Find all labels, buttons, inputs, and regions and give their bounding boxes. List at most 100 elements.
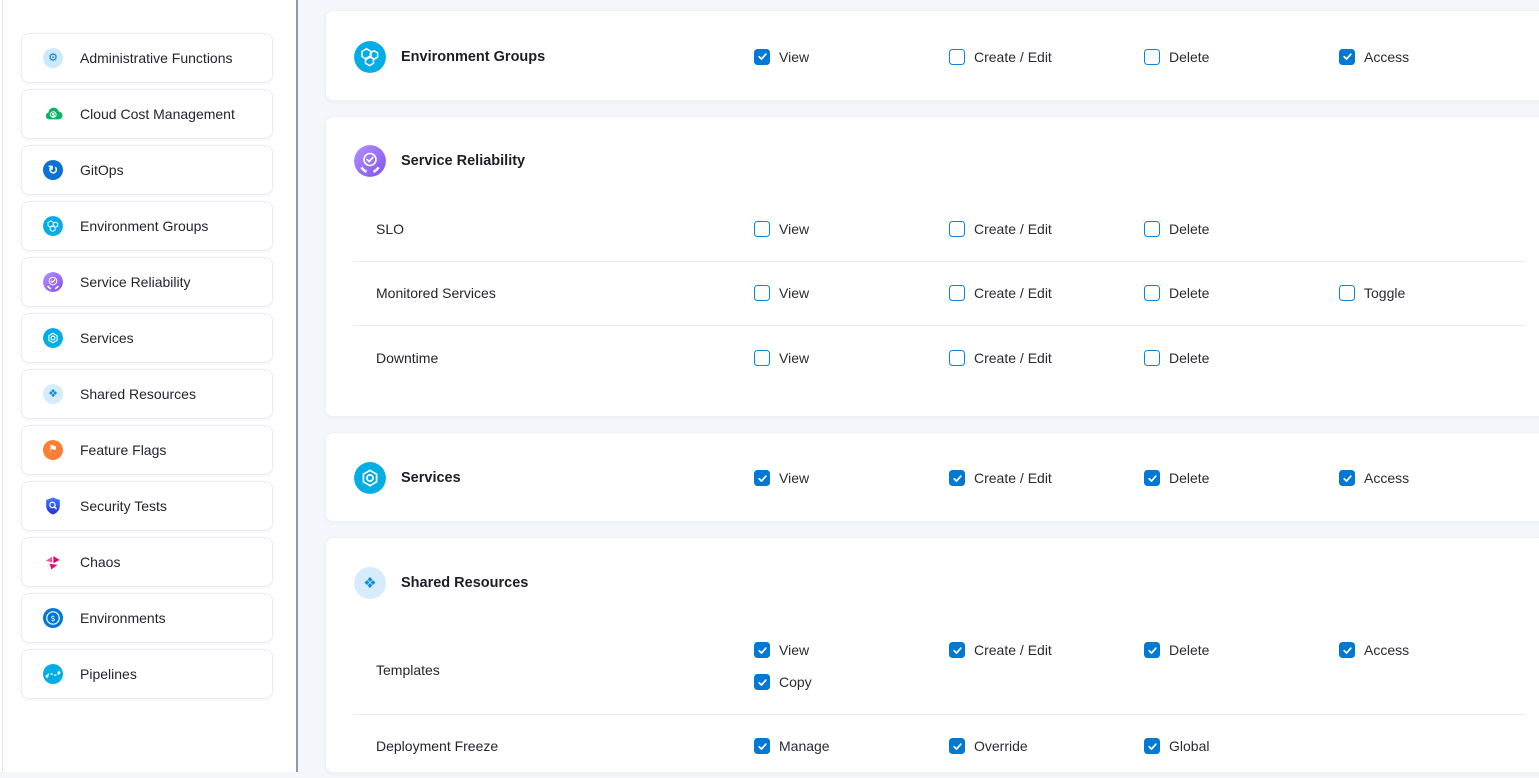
- checkbox-label: Access: [1364, 48, 1410, 65]
- permission-view: View: [754, 470, 809, 486]
- module-sidebar: ⚙ Administrative Functions $ Cloud Cost Man…: [0, 0, 297, 772]
- permission-create-edit: Create / Edit: [949, 350, 1052, 366]
- sidebar-item-administrative-functions[interactable]: ⚙ Administrative Functions: [21, 33, 273, 83]
- checkbox-label: Global: [1169, 738, 1210, 754]
- permission-global: Global: [1144, 738, 1209, 754]
- checkbox-label: Create / Edit: [974, 470, 1052, 486]
- sidebar-item-feature-flags[interactable]: ⚑ Feature Flags: [21, 425, 273, 475]
- permission-line: View Create / Edit Delete Access: [326, 634, 1539, 666]
- permission-delete: Delete: [1144, 470, 1209, 486]
- svg-text:$: $: [51, 614, 56, 623]
- checkbox-label: Create / Edit: [974, 285, 1052, 301]
- checkbox-copy[interactable]: [754, 674, 770, 690]
- checkbox-global[interactable]: [1144, 738, 1160, 754]
- service-reliability-icon: [354, 145, 386, 177]
- checkbox-create-edit[interactable]: [949, 470, 965, 486]
- sidebar-item-label: Security Tests: [80, 498, 167, 514]
- checkbox-view[interactable]: [754, 285, 770, 301]
- checkbox-override[interactable]: [949, 738, 965, 754]
- checkbox-delete[interactable]: [1144, 285, 1160, 301]
- checkbox-delete[interactable]: [1144, 48, 1160, 65]
- checkbox-create-edit[interactable]: [949, 285, 965, 301]
- checkbox-label: Delete: [1169, 285, 1210, 301]
- permission-create-edit: Create / Edit: [949, 642, 1052, 658]
- sidebar-item-services[interactable]: Services: [21, 313, 273, 363]
- sidebar-item-cloud-cost-management[interactable]: $ Cloud Cost Management: [21, 89, 273, 139]
- permission-manage: Manage: [754, 738, 830, 754]
- permission-delete: Delete: [1144, 285, 1209, 301]
- sidebar-item-label: Chaos: [80, 554, 121, 570]
- checkbox-view[interactable]: [754, 642, 770, 658]
- checkbox-create-edit[interactable]: [949, 350, 965, 366]
- sidebar-item-environment-groups[interactable]: Environment Groups: [21, 201, 273, 251]
- sidebar-item-service-reliability[interactable]: Service Reliability: [21, 257, 273, 307]
- feature-flags-icon: ⚑: [43, 440, 63, 460]
- checkbox-create-edit[interactable]: [949, 48, 965, 65]
- permission-override: Override: [949, 738, 1028, 754]
- permission-create-edit: Create / Edit: [949, 220, 1052, 237]
- checkbox-label: Delete: [1169, 220, 1210, 237]
- checkbox-access[interactable]: [1339, 48, 1355, 65]
- permission-line: View Create / Edit Delete Access: [326, 11, 1539, 102]
- permission-view: View: [754, 350, 809, 366]
- permission-view: View: [754, 642, 809, 658]
- admin-glyph: ⚙: [48, 51, 58, 64]
- panel-divider: [296, 0, 298, 772]
- permission-access: Access: [1339, 470, 1409, 486]
- checkbox-manage[interactable]: [754, 738, 770, 754]
- permission-line: View Create / Edit Delete Toggle: [326, 261, 1539, 325]
- checkbox-create-edit[interactable]: [949, 220, 965, 237]
- admin-icon: ⚙: [43, 48, 63, 68]
- checkbox-toggle[interactable]: [1339, 285, 1355, 301]
- permission-delete: Delete: [1144, 350, 1209, 366]
- checkbox-delete[interactable]: [1144, 350, 1160, 366]
- permission-card-shared-resources: ❖ Shared Resources Templates View Create / E…: [325, 537, 1539, 773]
- sidebar-item-label: Service Reliability: [80, 274, 191, 290]
- checkbox-label: Create / Edit: [974, 642, 1052, 658]
- resource-name: Templates: [376, 662, 440, 678]
- permission-line: View Create / Edit Delete: [326, 325, 1539, 391]
- permission-delete: Delete: [1144, 642, 1209, 658]
- row-divider: [354, 325, 1525, 326]
- checkbox-create-edit[interactable]: [949, 642, 965, 658]
- checkbox-access[interactable]: [1339, 470, 1355, 486]
- checkbox-label: Delete: [1169, 470, 1210, 486]
- permission-toggle: Toggle: [1339, 285, 1405, 301]
- checkbox-view[interactable]: [754, 48, 770, 65]
- permission-line: Copy: [326, 666, 1539, 698]
- services-icon: [43, 328, 63, 348]
- resource-name: SLO: [376, 220, 405, 237]
- permission-delete: Delete: [1144, 220, 1210, 237]
- sidebar-item-shared-resources[interactable]: ❖ Shared Resources: [21, 369, 273, 419]
- pipelines-icon: [43, 664, 63, 684]
- permission-create-edit: Create / Edit: [949, 470, 1052, 486]
- checkbox-access[interactable]: [1339, 642, 1355, 658]
- permission-access: Access: [1339, 48, 1410, 65]
- sidebar-item-gitops[interactable]: ↻ GitOps: [21, 145, 273, 195]
- checkbox-view[interactable]: [754, 470, 770, 486]
- card-title: Service Reliability: [401, 153, 526, 169]
- sidebar-item-label: Cloud Cost Management: [80, 106, 235, 122]
- resource-name: Downtime: [376, 350, 439, 366]
- checkbox-label: View: [779, 470, 810, 486]
- services-icon: [354, 462, 386, 494]
- sidebar-item-pipelines[interactable]: Pipelines: [21, 649, 273, 699]
- permission-card-services: Services View Create / Edit Delete Access: [325, 432, 1539, 522]
- permission-copy: Copy: [754, 674, 812, 690]
- checkbox-view[interactable]: [754, 220, 770, 237]
- sidebar-item-chaos[interactable]: Chaos: [21, 537, 273, 587]
- checkbox-view[interactable]: [754, 350, 770, 366]
- sidebar-item-environments[interactable]: $ Environments: [21, 593, 273, 643]
- service-reliability-icon: [43, 272, 63, 292]
- sidebar-item-label: Environment Groups: [80, 218, 209, 234]
- checkbox-label: Create / Edit: [974, 220, 1052, 237]
- permission-card-service-reliability: Service Reliability SLO View Create / Edit D…: [325, 116, 1539, 417]
- sidebar-item-label: GitOps: [80, 162, 124, 178]
- checkbox-delete[interactable]: [1144, 220, 1160, 237]
- sidebar-item-label: Services: [80, 330, 134, 346]
- shared-resources-icon: ❖: [43, 384, 63, 404]
- sidebar-item-security-tests[interactable]: Security Tests: [21, 481, 273, 531]
- checkbox-delete[interactable]: [1144, 470, 1160, 486]
- checkbox-delete[interactable]: [1144, 642, 1160, 658]
- svg-text:$: $: [51, 113, 55, 119]
